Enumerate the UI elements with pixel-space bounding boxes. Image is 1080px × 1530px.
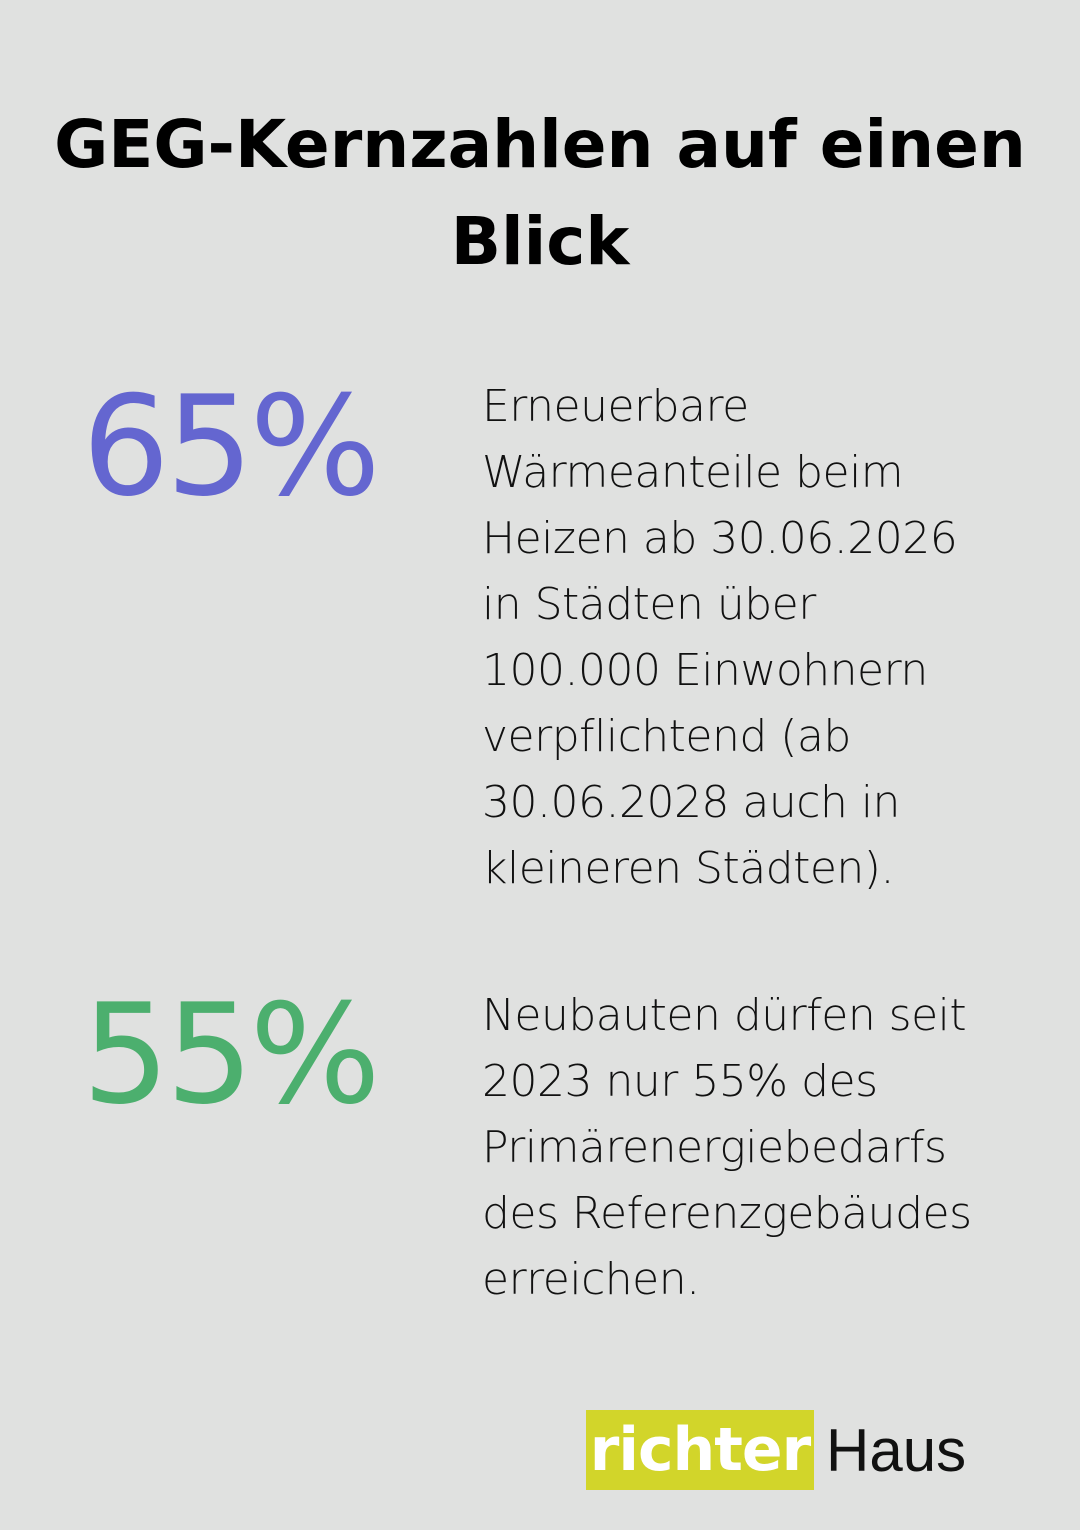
logo-haus: Haus [826, 1416, 967, 1484]
desc-line: erreichen. [482, 1254, 700, 1305]
desc-line: Primärenergiebedarfs [482, 1122, 947, 1173]
logo-richter: richter [586, 1410, 814, 1490]
desc-line: Heizen ab 30.06.2026 [482, 513, 958, 564]
desc-line: kleineren Städten). [482, 843, 894, 894]
desc-line: des Referenzgebäudes [482, 1188, 972, 1239]
richter-haus-logo: richter Haus [586, 1410, 966, 1490]
desc-line: verpflichtend (ab [482, 711, 851, 762]
title-line: GEG-Kernzahlen auf einen [54, 106, 1026, 183]
desc-line: Wärmeanteile beim [482, 447, 904, 498]
desc-line: 100.000 Einwohnern [482, 645, 928, 696]
title-line: Blick [450, 203, 630, 280]
stat-65-percent: 65% [82, 366, 381, 527]
desc-line: 30.06.2028 auch in [482, 777, 900, 828]
page-title: GEG-Kernzahlen auf einen Blick [0, 96, 1080, 290]
desc-line: 2023 nur 55% des [482, 1056, 878, 1107]
desc-line: Neubauten dürfen seit [482, 990, 967, 1041]
desc-line: in Städten über [482, 579, 816, 630]
stat-55-percent: 55% [82, 974, 381, 1135]
desc-line: Erneuerbare [482, 381, 749, 432]
fact-description-1: Erneuerbare Wärmeanteile beim Heizen ab … [482, 374, 958, 902]
fact-description-2: Neubauten dürfen seit 2023 nur 55% des P… [482, 983, 972, 1313]
